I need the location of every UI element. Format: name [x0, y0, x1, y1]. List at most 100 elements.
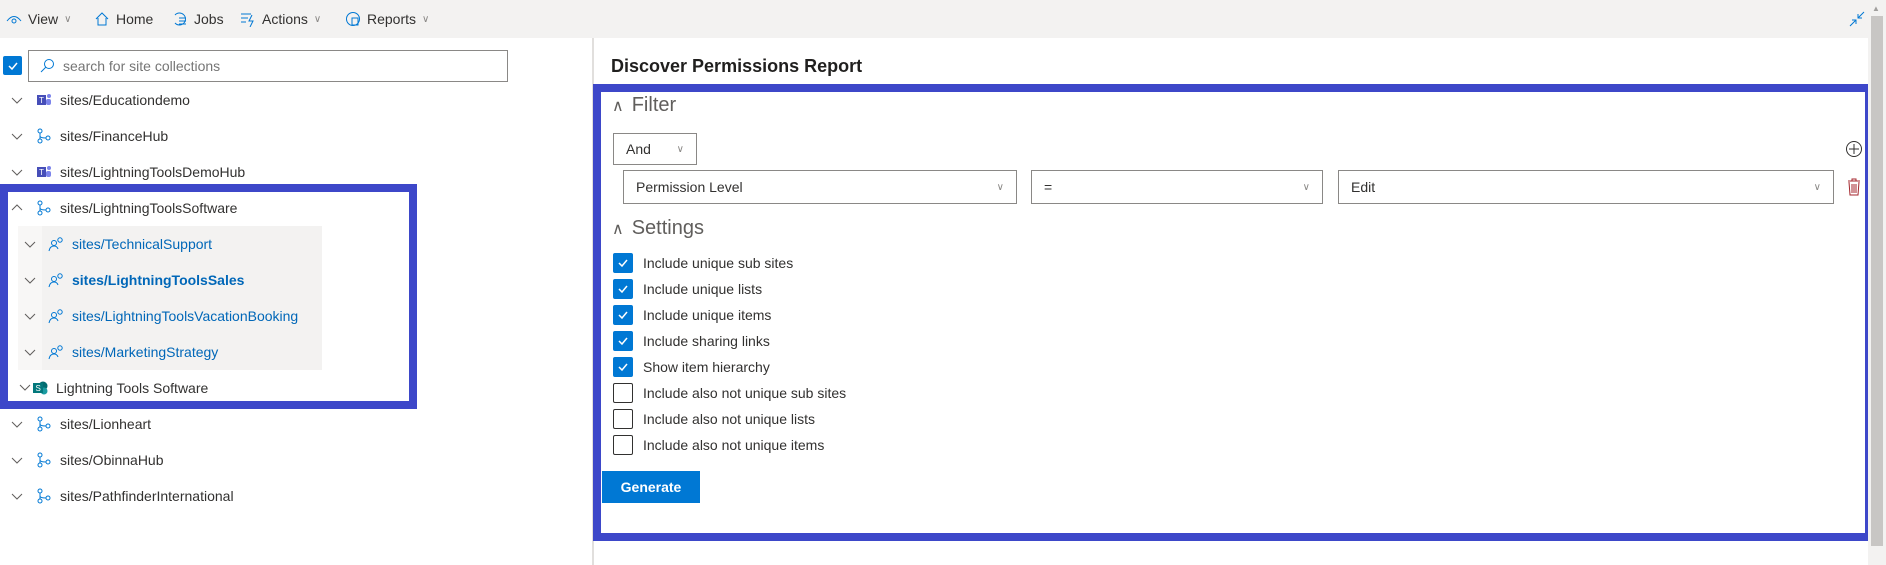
checkbox[interactable]	[613, 253, 633, 273]
chevron-down-icon: ∨	[313, 13, 322, 25]
sharepoint-icon: S	[33, 381, 48, 395]
chevron-down-icon	[19, 384, 31, 391]
checkbox-label: Include also not unique items	[643, 437, 825, 453]
tree-item-label: sites/LightningToolsDemoHub	[60, 164, 246, 180]
tree-item-label: sites/LightningToolsSales	[72, 272, 245, 288]
settings-section-toggle[interactable]: ∧ Settings	[612, 217, 704, 240]
tree-child-item[interactable]: sites/TechnicalSupport	[18, 226, 322, 262]
chevron-down-icon	[11, 421, 23, 428]
checkbox-label: Include unique lists	[643, 281, 763, 297]
tree-item-label: sites/MarketingStrategy	[72, 344, 219, 360]
chevron-down-icon	[11, 97, 23, 104]
operator-value: And	[626, 141, 651, 157]
chevron-down-icon: ∨	[64, 13, 72, 25]
chevron-up-icon: ∧	[612, 97, 624, 115]
chevron-down-icon: ∨	[422, 13, 430, 25]
generate-button[interactable]: Generate	[602, 471, 700, 503]
checkbox[interactable]	[613, 279, 633, 299]
tree-child-item[interactable]: sites/LightningToolsVacationBooking	[18, 298, 322, 334]
jobs-button[interactable]: Jobs	[172, 0, 224, 38]
chevron-down-icon	[24, 313, 36, 320]
setting-checkbox-row[interactable]: Include also not unique items	[613, 435, 824, 455]
tree-item-label: sites/LightningToolsVacationBooking	[72, 308, 299, 324]
setting-checkbox-row[interactable]: Include also not unique lists	[613, 409, 815, 429]
highlight-box-tree	[0, 184, 417, 409]
delete-filter-icon[interactable]	[1846, 178, 1862, 196]
setting-checkbox-row[interactable]: Include sharing links	[613, 331, 770, 351]
checkmark-icon	[618, 285, 628, 294]
scroll-up-icon[interactable]: ▲	[1872, 4, 1880, 13]
field-dropdown[interactable]: Permission Level ∨	[623, 170, 1017, 204]
tree-item[interactable]: sites/Lionheart	[10, 406, 151, 442]
collapse-icon[interactable]	[1848, 10, 1866, 28]
chevron-down-icon	[11, 169, 23, 176]
setting-checkbox-row[interactable]: Include unique items	[613, 305, 771, 325]
people-icon	[48, 345, 63, 360]
hub-icon	[37, 416, 51, 432]
checkbox-label: Include unique sub sites	[643, 255, 794, 271]
chevron-down-icon	[24, 349, 36, 356]
people-icon	[48, 237, 63, 252]
checkmark-icon	[7, 62, 18, 70]
search-icon	[40, 59, 54, 73]
setting-checkbox-row[interactable]: Show item hierarchy	[613, 357, 770, 377]
setting-checkbox-row[interactable]: Include unique sub sites	[613, 253, 793, 273]
tree-item[interactable]: sites/PathfinderInternational	[10, 478, 234, 514]
search-box[interactable]	[28, 50, 508, 82]
tree-child-item[interactable]: S Lightning Tools Software	[18, 370, 208, 406]
checkbox-label: Include also not unique lists	[643, 411, 815, 427]
hub-icon	[37, 128, 51, 144]
actions-icon	[241, 13, 254, 27]
page-title: Discover Permissions Report	[611, 56, 863, 76]
teams-icon: T	[37, 166, 51, 177]
actions-menu[interactable]: Actions ∨	[240, 0, 321, 38]
checkbox-label: Show item hierarchy	[643, 359, 770, 375]
svg-text:S: S	[36, 384, 41, 393]
setting-checkbox-row[interactable]: Include unique lists	[613, 279, 762, 299]
tree-item[interactable]: sites/ObinnaHub	[10, 442, 164, 478]
checkbox[interactable]	[613, 305, 633, 325]
scrollbar-thumb[interactable]	[1871, 16, 1883, 546]
chevron-down-icon: ∨	[1302, 181, 1310, 193]
tree-item-label: sites/LightningToolsSoftware	[60, 200, 238, 216]
checkbox[interactable]	[613, 357, 633, 377]
view-menu[interactable]: View ∨	[6, 0, 71, 38]
tree-child-item[interactable]: sites/LightningToolsSales	[18, 262, 322, 298]
checkbox[interactable]	[613, 435, 633, 455]
tree-item-label: sites/Lionheart	[60, 416, 152, 432]
checkbox[interactable]	[613, 383, 633, 403]
checkmark-icon	[618, 363, 628, 372]
jobs-icon	[174, 12, 186, 26]
checkmark-icon	[618, 311, 628, 320]
checkbox-label: Include also not unique sub sites	[643, 385, 847, 401]
tree-child-item[interactable]: sites/MarketingStrategy	[18, 334, 322, 370]
add-filter-icon[interactable]	[1845, 140, 1863, 158]
highlight-box-report	[593, 84, 1873, 541]
chevron-down-icon	[11, 457, 23, 464]
reports-menu[interactable]: Reports ∨	[345, 0, 429, 38]
tree-item-label: sites/PathfinderInternational	[60, 488, 234, 504]
chevron-down-icon: ∨	[996, 181, 1004, 193]
teams-icon: T	[37, 94, 51, 105]
tree-item[interactable]: sites/FinanceHub	[10, 118, 168, 154]
jobs-label: Jobs	[194, 11, 224, 27]
home-button[interactable]: Home	[94, 0, 153, 38]
filter-section-toggle[interactable]: ∧ Filter	[612, 94, 676, 117]
tree-item[interactable]: sites/LightningToolsSoftware	[10, 190, 237, 226]
select-all-checkbox[interactable]	[3, 56, 22, 75]
value-dropdown[interactable]: Edit ∨	[1338, 170, 1834, 204]
search-input[interactable]	[63, 58, 463, 74]
scrollbar[interactable]: ▲	[1868, 0, 1886, 565]
comparison-value: =	[1044, 179, 1053, 195]
filter-heading: Filter	[631, 94, 677, 116]
tree-item-label: sites/FinanceHub	[60, 128, 169, 144]
tree-item-label: sites/ObinnaHub	[60, 452, 164, 468]
operator-dropdown[interactable]: And ∨	[613, 133, 697, 165]
checkbox[interactable]	[613, 331, 633, 351]
setting-checkbox-row[interactable]: Include also not unique sub sites	[613, 383, 846, 403]
checkbox[interactable]	[613, 409, 633, 429]
eye-icon	[6, 16, 22, 24]
comparison-dropdown[interactable]: = ∨	[1031, 170, 1323, 204]
